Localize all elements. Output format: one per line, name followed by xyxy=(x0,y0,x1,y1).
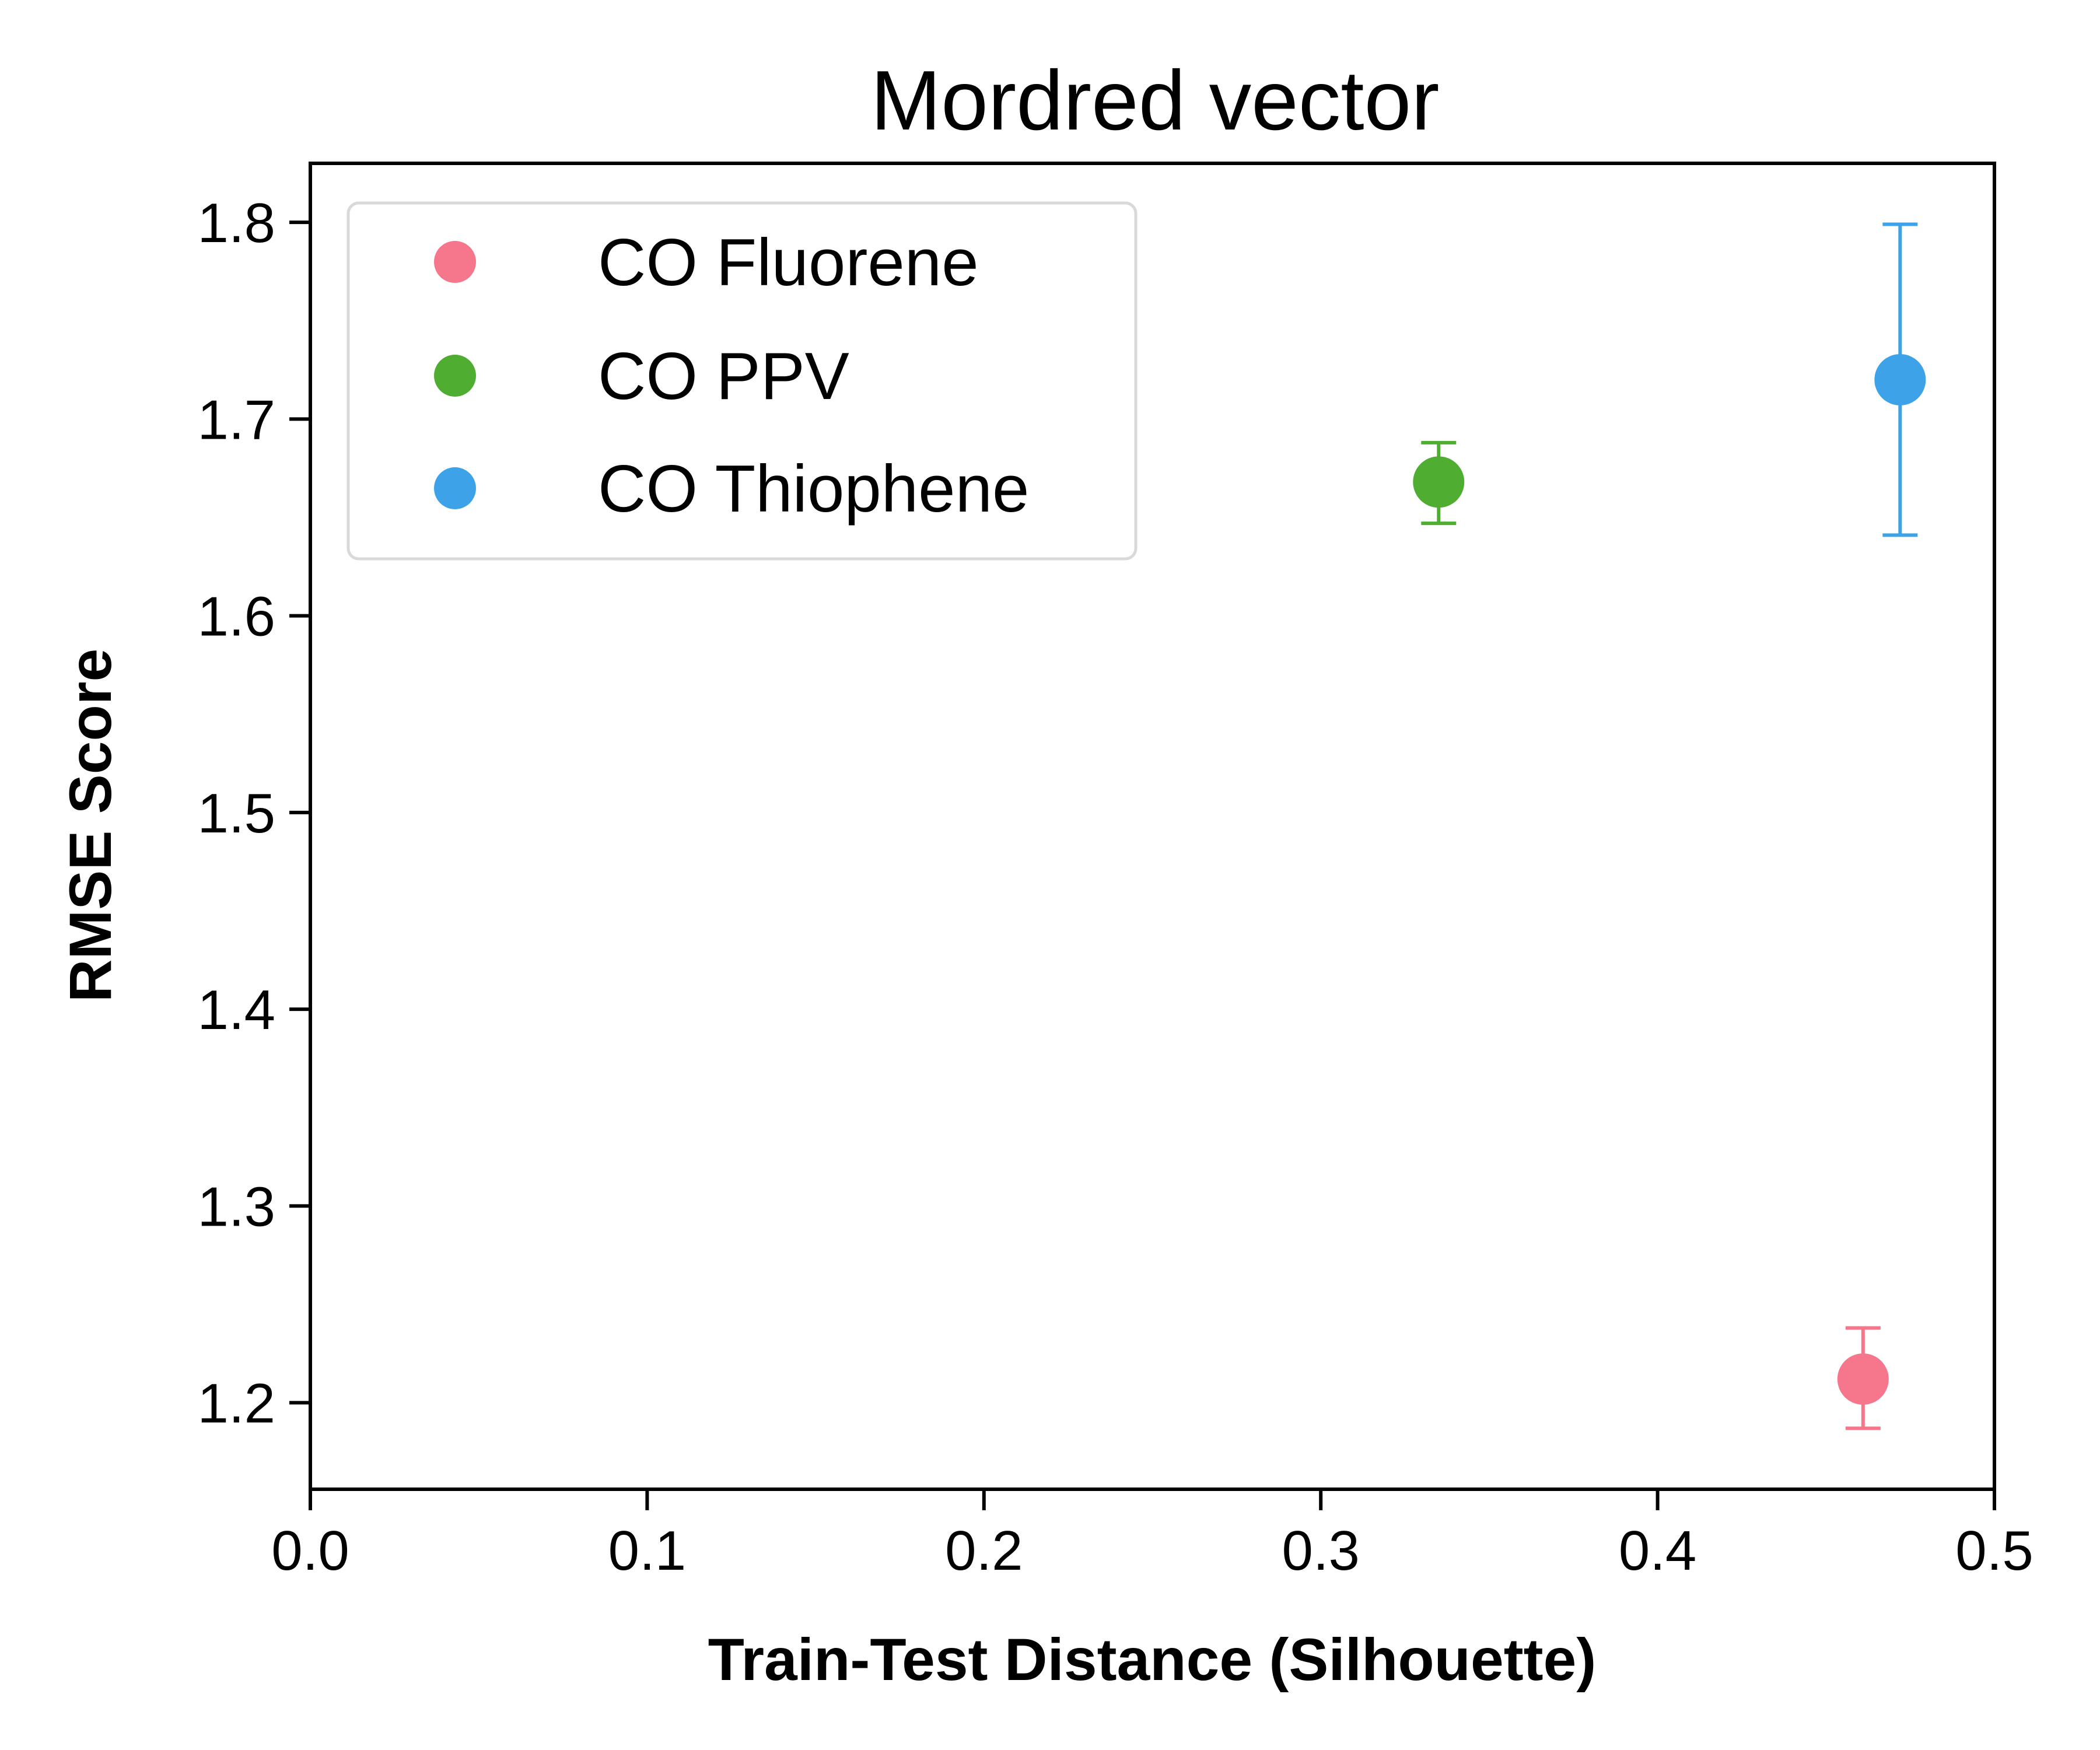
legend-marker xyxy=(434,241,476,283)
y-tick-label: 1.3 xyxy=(198,1175,275,1238)
y-tick-label: 1.4 xyxy=(198,979,275,1041)
x-axis-title: Train-Test Distance (Silhouette) xyxy=(708,1626,1597,1693)
x-tick-label: 0.5 xyxy=(1955,1520,2033,1582)
x-tick-label: 0.2 xyxy=(945,1520,1023,1582)
legend-marker xyxy=(434,467,476,509)
y-axis-title: RMSE Score xyxy=(57,649,124,1003)
legend-label: CO Thiophene xyxy=(598,452,1029,526)
y-tick-label: 1.5 xyxy=(198,782,275,845)
data-point xyxy=(1874,354,1926,405)
legend: CO Fluorene CO PPV CO Thiophene xyxy=(346,201,1138,561)
legend-label: CO PPV xyxy=(598,340,849,414)
legend-marker xyxy=(434,355,476,397)
data-point xyxy=(1837,1353,1889,1405)
y-tick-label: 1.2 xyxy=(198,1373,275,1435)
legend-label: CO Fluorene xyxy=(598,226,979,300)
x-tick-label: 0.0 xyxy=(271,1520,349,1582)
x-tick-label: 0.1 xyxy=(608,1520,686,1582)
x-tick-label: 0.3 xyxy=(1282,1520,1359,1582)
legend-box xyxy=(346,201,1138,561)
axis-ticks: 0.0 0.1 0.2 0.3 0.4 0.5 1.2 1.3 1.4 1.5 1.6 1.7 1.8 xyxy=(198,192,2034,1582)
y-tick-label: 1.8 xyxy=(198,192,275,254)
chart-title: Mordred vector xyxy=(870,53,1439,148)
y-tick-label: 1.7 xyxy=(198,388,275,451)
data-marks xyxy=(1413,222,1926,1430)
x-tick-label: 0.4 xyxy=(1619,1520,1696,1582)
data-point xyxy=(1413,456,1465,508)
y-tick-label: 1.6 xyxy=(198,586,275,648)
plot-frame xyxy=(309,162,1996,1491)
